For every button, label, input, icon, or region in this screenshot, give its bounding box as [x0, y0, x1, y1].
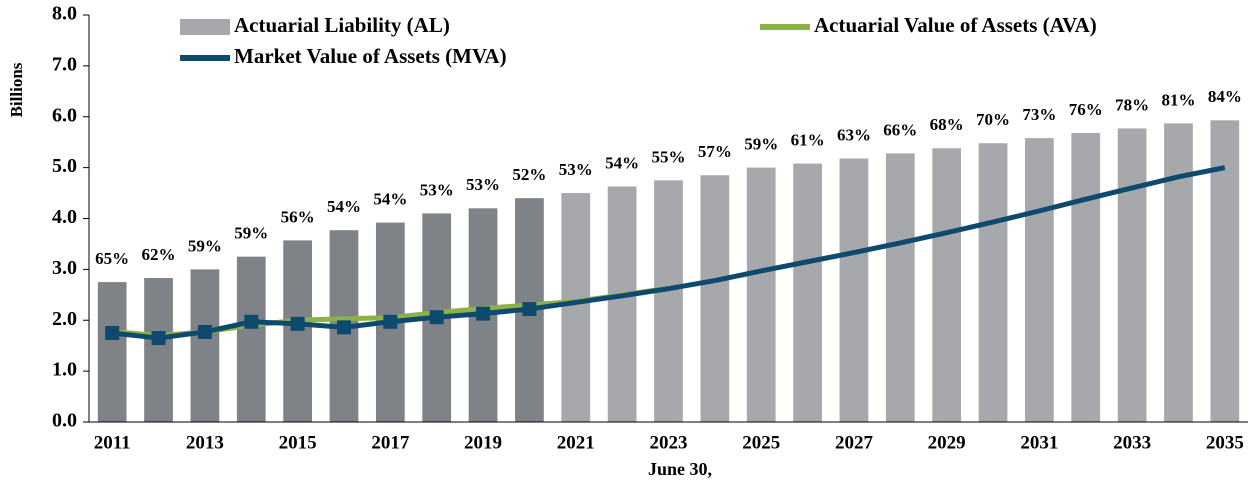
y-tick-label: 1.0: [52, 359, 77, 381]
data-label: 84%: [1208, 87, 1242, 106]
data-label: 78%: [1115, 95, 1149, 114]
bar: [885, 153, 915, 422]
x-tick-label: 2031: [1020, 432, 1058, 453]
x-tick-label: 2019: [464, 432, 502, 453]
data-label: 61%: [791, 130, 825, 149]
x-tick-label: 2017: [371, 432, 410, 453]
bar: [1117, 128, 1147, 423]
data-label: 53%: [466, 175, 500, 194]
y-tick-label: 5.0: [52, 155, 77, 177]
data-label: 73%: [1022, 105, 1056, 124]
bar: [1210, 120, 1240, 422]
legend-label: Market Value of Assets (MVA): [234, 44, 507, 68]
data-label: 54%: [605, 153, 639, 172]
data-label: 66%: [883, 120, 917, 139]
data-label: 76%: [1069, 100, 1103, 119]
legend-label: Actuarial Value of Assets (AVA): [814, 13, 1097, 37]
data-label: 65%: [95, 249, 129, 268]
bar: [1164, 123, 1193, 423]
x-tick-label: 2015: [279, 432, 317, 453]
marker: [522, 302, 537, 317]
y-tick-label: 7.0: [52, 53, 77, 75]
bar: [978, 143, 1008, 422]
y-tick-label: 3.0: [52, 257, 77, 279]
bar: [793, 163, 822, 422]
y-tick-label: 4.0: [52, 206, 77, 228]
legend-swatch: [180, 19, 230, 35]
bar: [97, 282, 127, 422]
y-tick-label: 2.0: [52, 308, 77, 330]
x-tick-label: 2027: [835, 432, 874, 453]
data-label: 59%: [188, 236, 222, 255]
x-tick-label: 2033: [1113, 432, 1151, 453]
bar: [700, 175, 730, 422]
bar: [1071, 133, 1101, 422]
bar: [144, 278, 173, 422]
data-label: 54%: [373, 189, 407, 208]
x-tick-label: 2035: [1206, 432, 1244, 453]
bar: [654, 180, 683, 422]
marker: [429, 310, 444, 325]
bar: [236, 256, 266, 422]
marker: [105, 325, 120, 340]
data-label: 81%: [1161, 90, 1195, 109]
x-tick-label: 2029: [928, 432, 966, 453]
legend-label: Actuarial Liability (AL): [234, 13, 450, 37]
data-label: 57%: [698, 142, 732, 161]
data-label: 59%: [234, 224, 268, 243]
marker: [197, 324, 212, 339]
x-tick-label: 2023: [650, 432, 688, 453]
marker: [383, 314, 398, 329]
x-tick-label: 2021: [557, 432, 595, 453]
bar: [746, 167, 776, 422]
bar: [607, 186, 637, 422]
data-label: 62%: [142, 245, 176, 264]
x-axis-label: June 30,: [648, 459, 712, 479]
data-label: 59%: [744, 135, 778, 154]
x-tick-label: 2025: [742, 432, 780, 453]
y-tick-label: 8.0: [52, 3, 77, 25]
data-label: 53%: [420, 180, 454, 199]
data-label: 70%: [976, 110, 1010, 129]
data-label: 56%: [281, 207, 315, 226]
data-label: 52%: [512, 165, 546, 184]
marker: [476, 306, 491, 321]
bar: [561, 193, 591, 422]
y-tick-label: 0.0: [52, 410, 77, 432]
bar: [190, 269, 220, 422]
x-tick-label: 2013: [186, 432, 224, 453]
data-label: 63%: [837, 125, 871, 144]
bar: [932, 148, 962, 423]
bar: [839, 158, 869, 422]
marker: [290, 316, 305, 331]
x-tick-label: 2011: [94, 432, 131, 453]
data-label: 55%: [652, 147, 686, 166]
marker: [244, 314, 259, 329]
bar: [1025, 138, 1054, 422]
y-axis-label: Billions: [7, 62, 26, 117]
bar: [283, 240, 312, 422]
y-tick-label: 6.0: [52, 104, 77, 126]
data-label: 54%: [327, 197, 361, 216]
data-label: 68%: [930, 115, 964, 134]
data-label: 53%: [559, 160, 593, 179]
marker: [151, 331, 166, 346]
marker: [336, 320, 351, 335]
